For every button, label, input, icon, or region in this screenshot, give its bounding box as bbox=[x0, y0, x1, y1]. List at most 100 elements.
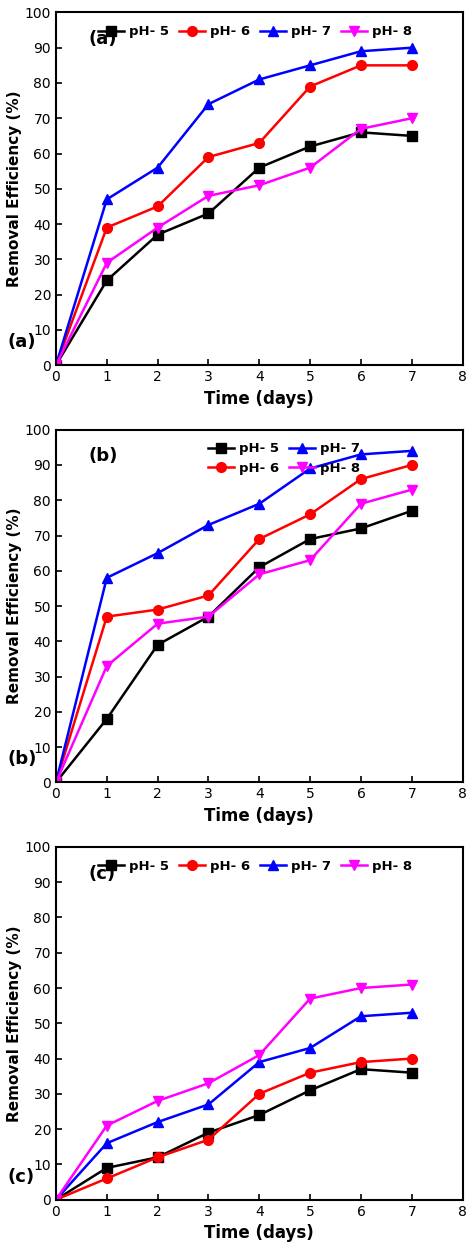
Line: pH- 7: pH- 7 bbox=[51, 1008, 417, 1204]
pH- 8 bbox=[358, 121, 364, 136]
pH- 5 bbox=[409, 503, 415, 518]
pH- 6 bbox=[53, 1192, 59, 1207]
pH- 5 bbox=[307, 532, 313, 547]
pH- 5 bbox=[256, 160, 262, 175]
pH- 7 bbox=[358, 44, 364, 59]
pH- 5 bbox=[256, 560, 262, 575]
pH- 7 bbox=[206, 517, 211, 532]
pH- 6 bbox=[358, 1054, 364, 1069]
pH- 6 bbox=[104, 610, 109, 624]
pH- 8 bbox=[256, 1048, 262, 1063]
pH- 8 bbox=[104, 1118, 109, 1133]
pH- 6 bbox=[53, 357, 59, 372]
pH- 7 bbox=[104, 1135, 109, 1150]
pH- 5 bbox=[104, 1160, 109, 1175]
pH- 6 bbox=[155, 199, 161, 214]
Line: pH- 5: pH- 5 bbox=[51, 506, 417, 787]
Y-axis label: Removal Efficiency (%): Removal Efficiency (%) bbox=[7, 926, 22, 1122]
pH- 7 bbox=[409, 443, 415, 458]
pH- 6 bbox=[358, 472, 364, 487]
pH- 8 bbox=[206, 189, 211, 204]
pH- 8 bbox=[206, 610, 211, 624]
Line: pH- 8: pH- 8 bbox=[51, 114, 417, 370]
pH- 6 bbox=[206, 150, 211, 165]
pH- 8 bbox=[358, 980, 364, 995]
Text: (b): (b) bbox=[89, 447, 118, 466]
pH- 6 bbox=[256, 532, 262, 547]
Legend: pH- 5, pH- 6, pH- 7, pH- 8: pH- 5, pH- 6, pH- 7, pH- 8 bbox=[95, 22, 415, 41]
pH- 5 bbox=[307, 1083, 313, 1098]
Legend: pH- 5, pH- 6, pH- 7, pH- 8: pH- 5, pH- 6, pH- 7, pH- 8 bbox=[205, 440, 363, 477]
pH- 8 bbox=[53, 1192, 59, 1207]
pH- 6 bbox=[409, 457, 415, 472]
pH- 6 bbox=[53, 774, 59, 789]
pH- 7 bbox=[155, 546, 161, 561]
pH- 5 bbox=[155, 1150, 161, 1165]
pH- 8 bbox=[53, 774, 59, 789]
pH- 6 bbox=[409, 1052, 415, 1067]
pH- 8 bbox=[53, 357, 59, 372]
pH- 5 bbox=[53, 357, 59, 372]
pH- 6 bbox=[307, 1065, 313, 1080]
pH- 7 bbox=[104, 192, 109, 207]
Text: (c): (c) bbox=[89, 864, 116, 883]
pH- 8 bbox=[358, 496, 364, 511]
pH- 8 bbox=[409, 111, 415, 126]
pH- 6 bbox=[206, 1132, 211, 1147]
Line: pH- 7: pH- 7 bbox=[51, 446, 417, 787]
pH- 7 bbox=[53, 774, 59, 789]
pH- 7 bbox=[409, 1005, 415, 1020]
pH- 6 bbox=[155, 602, 161, 617]
pH- 6 bbox=[307, 79, 313, 94]
pH- 7 bbox=[307, 1040, 313, 1055]
pH- 5 bbox=[307, 139, 313, 154]
pH- 8 bbox=[256, 567, 262, 582]
pH- 5 bbox=[206, 1125, 211, 1140]
pH- 5 bbox=[358, 125, 364, 140]
Line: pH- 6: pH- 6 bbox=[51, 460, 417, 787]
pH- 7 bbox=[53, 357, 59, 372]
pH- 7 bbox=[358, 1009, 364, 1024]
Legend: pH- 5, pH- 6, pH- 7, pH- 8: pH- 5, pH- 6, pH- 7, pH- 8 bbox=[95, 857, 415, 876]
pH- 5 bbox=[53, 1192, 59, 1207]
pH- 7 bbox=[155, 160, 161, 175]
pH- 6 bbox=[206, 588, 211, 603]
pH- 8 bbox=[307, 160, 313, 175]
pH- 8 bbox=[104, 255, 109, 270]
pH- 8 bbox=[155, 220, 161, 235]
X-axis label: Time (days): Time (days) bbox=[204, 390, 314, 407]
Text: (b): (b) bbox=[7, 751, 36, 768]
pH- 5 bbox=[104, 274, 109, 289]
pH- 7 bbox=[358, 447, 364, 462]
pH- 5 bbox=[206, 610, 211, 624]
Line: pH- 6: pH- 6 bbox=[51, 1054, 417, 1204]
pH- 7 bbox=[206, 96, 211, 111]
pH- 6 bbox=[155, 1150, 161, 1165]
pH- 5 bbox=[256, 1108, 262, 1123]
Text: (a): (a) bbox=[7, 333, 36, 351]
pH- 7 bbox=[256, 72, 262, 87]
pH- 7 bbox=[307, 57, 313, 72]
pH- 6 bbox=[104, 220, 109, 235]
pH- 5 bbox=[155, 637, 161, 652]
pH- 7 bbox=[206, 1097, 211, 1112]
Line: pH- 5: pH- 5 bbox=[51, 127, 417, 370]
pH- 6 bbox=[104, 1172, 109, 1187]
pH- 8 bbox=[307, 553, 313, 568]
pH- 7 bbox=[307, 461, 313, 476]
pH- 8 bbox=[409, 482, 415, 497]
pH- 8 bbox=[104, 658, 109, 673]
Text: (a): (a) bbox=[89, 30, 117, 47]
pH- 8 bbox=[155, 616, 161, 631]
pH- 5 bbox=[53, 774, 59, 789]
pH- 8 bbox=[409, 977, 415, 992]
Line: pH- 8: pH- 8 bbox=[51, 979, 417, 1204]
pH- 6 bbox=[358, 57, 364, 72]
pH- 5 bbox=[409, 1065, 415, 1080]
pH- 5 bbox=[155, 227, 161, 242]
pH- 7 bbox=[256, 1054, 262, 1069]
X-axis label: Time (days): Time (days) bbox=[204, 1224, 314, 1242]
Y-axis label: Removal Efficiency (%): Removal Efficiency (%) bbox=[7, 90, 22, 287]
pH- 6 bbox=[256, 135, 262, 150]
pH- 7 bbox=[104, 571, 109, 586]
